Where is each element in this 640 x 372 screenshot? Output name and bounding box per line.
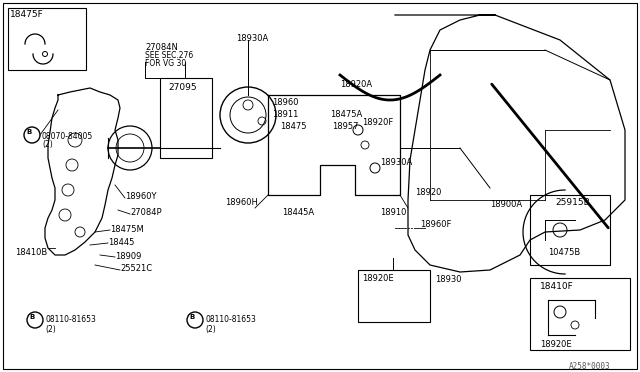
- Text: 18930: 18930: [435, 275, 461, 284]
- Text: 18960: 18960: [272, 98, 298, 107]
- Text: 18920A: 18920A: [340, 80, 372, 89]
- Text: SEE SEC.276: SEE SEC.276: [145, 51, 193, 60]
- Text: 18920E: 18920E: [540, 340, 572, 349]
- Text: 25915B: 25915B: [555, 198, 589, 207]
- Text: A258*0003: A258*0003: [568, 362, 610, 371]
- Bar: [358, 270, 430, 322]
- Text: (2): (2): [42, 140, 52, 149]
- Text: B: B: [29, 314, 35, 320]
- Text: 18475: 18475: [280, 122, 307, 131]
- Text: 18911: 18911: [272, 110, 298, 119]
- Text: 18920: 18920: [415, 188, 442, 197]
- Text: 08110-81653: 08110-81653: [45, 315, 96, 324]
- Text: 18445: 18445: [108, 238, 134, 247]
- Bar: [530, 195, 610, 265]
- Text: 18960F: 18960F: [420, 220, 451, 229]
- Text: 25521C: 25521C: [120, 264, 152, 273]
- Text: 18960Y: 18960Y: [125, 192, 157, 201]
- Text: 18920E: 18920E: [362, 274, 394, 283]
- Bar: [530, 278, 630, 350]
- Text: 18445A: 18445A: [282, 208, 314, 217]
- Text: FOR VG 30: FOR VG 30: [145, 59, 186, 68]
- Text: (2): (2): [205, 325, 216, 334]
- Text: 10475B: 10475B: [548, 248, 580, 257]
- Text: 18475A: 18475A: [330, 110, 362, 119]
- Text: B: B: [189, 314, 195, 320]
- Text: 08110-81653: 08110-81653: [205, 315, 256, 324]
- Text: 08070-84005: 08070-84005: [42, 132, 93, 141]
- Bar: [8, 8, 86, 70]
- Text: 18910: 18910: [380, 208, 406, 217]
- Text: B: B: [26, 129, 31, 135]
- Text: 18930A: 18930A: [380, 158, 412, 167]
- Text: 27095: 27095: [168, 83, 196, 92]
- Text: 18957: 18957: [332, 122, 358, 131]
- Text: 18909: 18909: [115, 252, 141, 261]
- Text: 27084P: 27084P: [130, 208, 162, 217]
- Text: 27084N: 27084N: [145, 43, 178, 52]
- Text: 18900A: 18900A: [490, 200, 522, 209]
- Text: 18410B: 18410B: [15, 248, 47, 257]
- Text: (2): (2): [45, 325, 56, 334]
- Text: 18475F: 18475F: [10, 10, 44, 19]
- Text: 18960H: 18960H: [225, 198, 258, 207]
- Text: 18930A: 18930A: [236, 34, 268, 43]
- Bar: [160, 78, 212, 158]
- Text: 18475M: 18475M: [110, 225, 144, 234]
- Text: 18920F: 18920F: [362, 118, 393, 127]
- Text: 18410F: 18410F: [540, 282, 573, 291]
